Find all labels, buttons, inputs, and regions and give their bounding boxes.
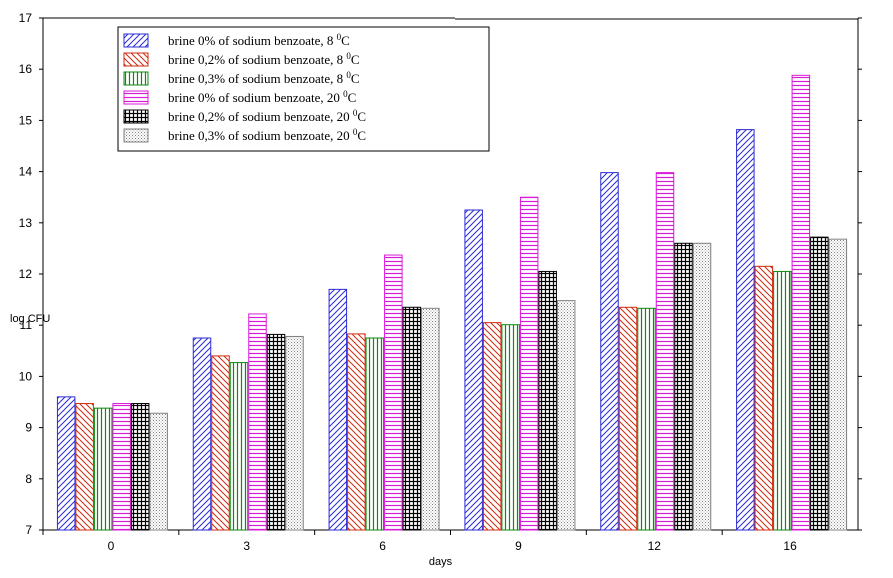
legend-label: brine 0,3% of sodium benzoate, 20 0C: [168, 127, 366, 143]
bar: [519, 196, 539, 531]
x-tick-label: 9: [515, 539, 522, 553]
bar: [328, 288, 348, 531]
x-tick-label: 6: [379, 539, 386, 553]
legend-box: [117, 26, 490, 152]
bar: [637, 307, 656, 531]
bar: [773, 270, 792, 531]
y-tick-label: 14: [19, 165, 33, 179]
legend-label: brine 0,2% of sodium benzoate, 8 0C: [168, 51, 360, 67]
bar: [56, 396, 76, 531]
legend-swatch: [123, 71, 149, 86]
y-axis: 7 8 9 10 11 12 13 14 15 16 17: [19, 11, 862, 537]
bar: [285, 335, 304, 531]
bar: [791, 74, 811, 531]
bar: [112, 403, 131, 531]
bar: [421, 307, 440, 531]
bars-group: [56, 74, 848, 531]
bar: [810, 236, 829, 531]
bar: [655, 172, 675, 531]
bar: [192, 337, 212, 531]
bar: [93, 407, 113, 531]
legend-label: brine 0,2% of sodium benzoate, 20 0C: [168, 108, 366, 124]
legend-swatch: [123, 109, 149, 124]
legend-label: brine 0% of sodium benzoate, 8 0C: [168, 32, 350, 48]
bar: [674, 242, 693, 531]
legend-label: brine 0% of sodium benzoate, 20 0C: [168, 89, 356, 105]
bar: [75, 403, 94, 531]
y-tick-label: 15: [19, 113, 33, 127]
y-tick-label: 16: [19, 62, 33, 76]
bar: [229, 362, 249, 531]
legend-label: brine 0,3% of sodium benzoate, 8 0C: [168, 70, 360, 86]
bar: [538, 270, 557, 531]
bar: [347, 333, 366, 531]
x-axis: 0 3 6 9 12 16: [42, 530, 797, 553]
y-tick-label: 11: [20, 318, 33, 332]
bar: [365, 337, 385, 531]
bar: [211, 355, 230, 531]
bar: [600, 172, 619, 531]
y-tick-label: 8: [25, 472, 32, 486]
bar: [828, 238, 848, 531]
bar: [248, 313, 267, 531]
bar: [130, 403, 150, 531]
legend: brine 0% of sodium benzoate, 8 0C brine 0…: [117, 26, 490, 152]
x-tick-label: 3: [243, 539, 250, 553]
x-axis-title: days: [429, 556, 453, 568]
bar: [618, 306, 638, 531]
bar: [692, 242, 712, 531]
y-tick-label: 7: [25, 523, 32, 537]
legend-swatch: [123, 90, 149, 105]
bar: [266, 333, 286, 531]
y-tick-label: 12: [19, 267, 33, 281]
legend-swatch: [123, 52, 149, 67]
bar: [384, 254, 403, 531]
legend-swatch: [123, 128, 149, 143]
y-tick-label: 10: [19, 369, 33, 383]
bar: [501, 324, 520, 531]
x-tick-label: 16: [783, 539, 797, 553]
bar: [149, 412, 168, 531]
x-tick-label: 0: [108, 539, 115, 553]
bar: [754, 265, 774, 531]
y-axis-title: log CFU: [10, 313, 50, 325]
y-tick-label: 17: [19, 11, 33, 25]
bar: [464, 209, 483, 531]
legend-swatch: [123, 33, 149, 48]
x-tick-label: 12: [648, 539, 662, 553]
bar: [736, 129, 755, 531]
y-tick-label: 13: [19, 216, 33, 230]
y-tick-label: 9: [25, 421, 32, 435]
bar: [556, 300, 576, 531]
bar: [402, 306, 422, 531]
bar: [482, 322, 502, 531]
